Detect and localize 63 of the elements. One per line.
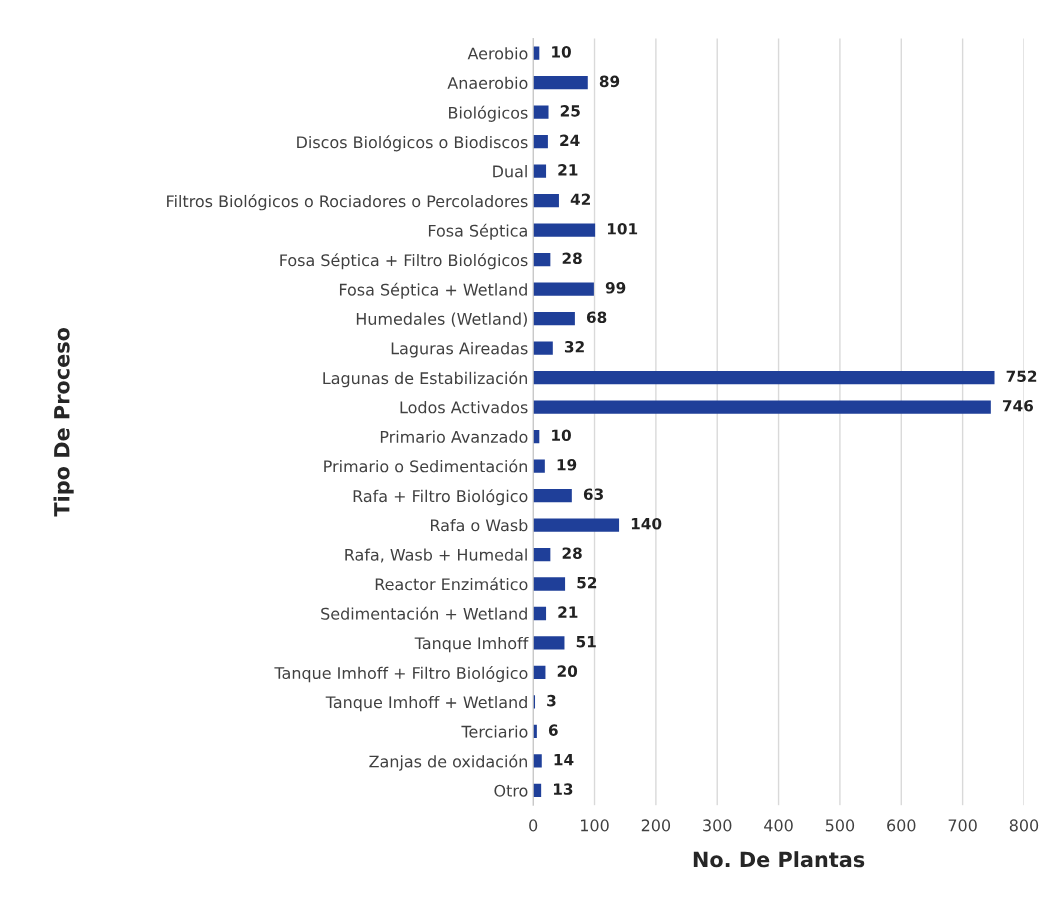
data-label: 21 (558, 164, 578, 176)
x-tick-label: 600 (887, 819, 916, 832)
x-tick-label: 100 (581, 819, 609, 832)
y-tick-label: Biológicos (449, 105, 528, 122)
y-tick-label: Fosa Séptica + Wetland (339, 282, 527, 299)
data-label: 28 (562, 252, 582, 265)
x-tick-label: 200 (641, 819, 671, 832)
y-tick-label: Tanque Imhoff (414, 636, 529, 653)
y-tick-label: Reactor Enzimático (375, 577, 528, 591)
data-label: 89 (599, 75, 620, 88)
y-tick-label: Dual (493, 165, 527, 178)
data-label: 752 (1006, 370, 1037, 383)
y-tick-label: Tanque Imhoff + Wetland (325, 695, 527, 712)
data-label: 28 (562, 547, 582, 559)
x-tick-label: 0 (529, 819, 538, 832)
data-label: 24 (560, 134, 580, 146)
data-label: 20 (557, 665, 578, 677)
y-tick-label: Lagunas de Estabilización (323, 371, 527, 388)
data-label: 25 (560, 105, 580, 117)
y-tick-label: Laguras Aireadas (391, 342, 528, 358)
data-label: 63 (583, 488, 603, 500)
data-label: 10 (552, 46, 571, 58)
y-tick-label: Zanjas de oxidación (369, 754, 527, 771)
x-tick-label: 700 (948, 819, 977, 832)
data-label: 21 (558, 606, 578, 618)
x-tick-label: 800 (1009, 819, 1039, 832)
y-tick-label: Terciario (461, 725, 528, 738)
y-tick-label: Tanque Imhoff + Filtro Biológico (274, 666, 528, 683)
y-tick-label: Sedimentación + Wetland (321, 606, 527, 620)
data-label: 51 (576, 636, 596, 648)
data-label: 6 (548, 724, 558, 736)
y-tick-label: Primario o Sedimentación (324, 459, 527, 473)
y-axis-title: Tipo De Proceso (53, 327, 74, 517)
y-tick-label: Otro (494, 784, 528, 797)
data-label: 3 (547, 694, 556, 707)
y-tick-label: Fosa Séptica + Filtro Biológicos (280, 253, 528, 270)
y-tick-label: Aerobio (467, 47, 528, 60)
data-label: 140 (631, 517, 662, 530)
y-tick-label: Lodos Activados (400, 401, 528, 414)
x-tick-label: 400 (764, 819, 793, 832)
y-tick-label: Rafa o Wasb (431, 518, 528, 532)
x-axis-title: No. De Plantas (693, 851, 865, 868)
x-tick-label: 300 (703, 819, 732, 832)
y-tick-label: Humedales (Wetland) (356, 312, 527, 327)
data-label: 32 (564, 340, 584, 353)
x-tick-label: 500 (825, 819, 855, 832)
y-tick-label: Primario Avanzado (380, 430, 528, 443)
data-label: 10 (552, 429, 571, 441)
y-tick-label: Filtros Biológicos o Rociadores o Percoladores (167, 194, 528, 211)
data-label: 52 (577, 576, 597, 589)
y-tick-label: Fosa Séptica (428, 223, 527, 240)
y-tick-label: Anaerobio (447, 76, 528, 89)
y-tick-label: Rafa + Filtro Biológico (353, 489, 528, 506)
data-label: 14 (554, 754, 574, 766)
y-tick-label: Rafa, Wasb + Humedal (345, 548, 527, 563)
data-label: 68 (586, 311, 607, 324)
data-label: 101 (607, 223, 638, 235)
data-label: 13 (553, 783, 573, 795)
data-label: 19 (557, 458, 577, 471)
data-label: 42 (570, 193, 590, 205)
y-tick-label: Discos Biológicos o Biodiscos (297, 135, 528, 152)
data-label: 99 (605, 282, 626, 294)
data-label: 746 (1002, 399, 1034, 412)
